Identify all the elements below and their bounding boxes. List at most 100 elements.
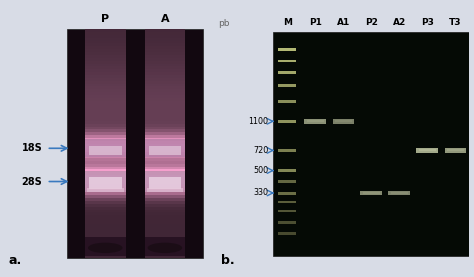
Bar	[145, 160, 185, 164]
Bar	[85, 198, 126, 201]
Bar	[85, 218, 126, 221]
Text: P3: P3	[421, 17, 434, 27]
Bar	[89, 145, 121, 155]
Bar	[278, 48, 296, 51]
Bar	[145, 140, 185, 144]
Bar	[85, 172, 126, 175]
Bar	[85, 137, 126, 141]
Bar	[85, 94, 126, 98]
Bar	[85, 238, 126, 241]
Bar	[145, 212, 185, 215]
Bar	[85, 80, 126, 84]
Bar	[145, 209, 185, 212]
Bar	[85, 223, 126, 227]
Bar	[145, 66, 185, 69]
Bar	[278, 149, 296, 152]
Bar	[85, 100, 126, 104]
Bar	[145, 166, 185, 170]
Bar	[145, 106, 185, 109]
Text: 500: 500	[253, 166, 268, 175]
Bar	[85, 158, 126, 161]
Bar	[85, 92, 126, 95]
Bar	[145, 77, 185, 81]
Bar	[145, 89, 185, 92]
Bar	[145, 158, 185, 161]
Bar	[145, 60, 185, 63]
Bar	[85, 49, 126, 52]
Bar	[85, 226, 126, 230]
Bar	[145, 97, 185, 101]
Bar	[85, 140, 126, 144]
Bar	[278, 210, 296, 212]
Bar	[145, 183, 185, 187]
Bar	[145, 132, 185, 135]
Bar	[145, 203, 185, 207]
Bar	[278, 169, 296, 172]
Bar	[307, 120, 324, 122]
Bar	[391, 192, 408, 194]
Text: 330: 330	[253, 188, 268, 198]
Bar	[145, 57, 185, 61]
Text: pb: pb	[218, 19, 229, 28]
Bar	[145, 69, 185, 72]
Bar	[145, 54, 185, 58]
Bar	[85, 171, 126, 192]
Bar	[145, 40, 185, 43]
Bar	[278, 181, 296, 183]
Bar	[145, 139, 185, 157]
Bar	[85, 46, 126, 49]
Bar	[145, 103, 185, 106]
Ellipse shape	[88, 243, 123, 253]
Bar	[145, 218, 185, 221]
Bar	[145, 206, 185, 210]
Bar	[388, 191, 410, 195]
Bar	[85, 117, 126, 121]
Bar	[85, 135, 126, 138]
Bar	[85, 206, 126, 210]
Bar	[145, 175, 185, 178]
Text: A: A	[161, 14, 169, 24]
Bar	[85, 209, 126, 212]
Bar	[145, 226, 185, 230]
Bar	[145, 195, 185, 198]
Bar	[85, 120, 126, 124]
Bar	[85, 103, 126, 106]
Bar	[145, 49, 185, 52]
Bar	[85, 32, 126, 35]
Bar	[85, 149, 126, 152]
Bar	[363, 192, 380, 194]
Bar	[85, 54, 126, 58]
Bar	[85, 255, 126, 258]
Bar	[85, 66, 126, 69]
Bar	[278, 100, 296, 103]
Bar	[85, 52, 126, 55]
Bar	[85, 75, 126, 78]
Text: P: P	[101, 14, 109, 24]
Bar	[145, 252, 185, 255]
Bar	[145, 112, 185, 115]
Bar	[145, 94, 185, 98]
Bar	[145, 117, 185, 121]
Bar	[85, 71, 126, 75]
Bar	[145, 43, 185, 46]
Bar	[145, 80, 185, 84]
Bar	[85, 29, 126, 32]
Bar	[85, 183, 126, 187]
Bar	[85, 77, 126, 81]
Bar	[304, 119, 326, 124]
Bar	[447, 149, 464, 152]
Bar	[85, 86, 126, 89]
Bar	[145, 149, 185, 152]
Bar	[145, 229, 185, 232]
Bar	[85, 132, 126, 135]
Bar	[85, 40, 126, 43]
Bar	[85, 220, 126, 224]
Bar	[85, 252, 126, 255]
Bar	[278, 221, 296, 224]
Bar	[445, 148, 466, 153]
Bar	[85, 186, 126, 189]
Bar	[85, 212, 126, 215]
Bar	[85, 175, 126, 178]
Bar	[85, 163, 126, 167]
Bar	[145, 169, 185, 172]
